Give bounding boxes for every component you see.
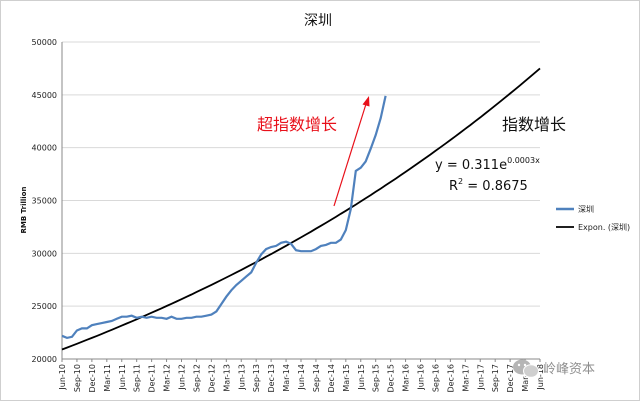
y-tick-label: 25000: [32, 302, 57, 311]
legend-label-trend: Expon. (深圳): [578, 222, 630, 232]
x-tick-label: Dec-10: [88, 364, 97, 393]
legend-label-data: 深圳: [578, 204, 594, 214]
x-tick-label: Dec-15: [387, 364, 396, 393]
r-squared: R2 = 0.8675: [449, 177, 528, 194]
x-tick-label: Dec-16: [446, 364, 455, 393]
trend-equation: y = 0.311e0.0003x: [435, 156, 540, 173]
x-tick-label: Sep-12: [192, 364, 201, 392]
x-tick-label: Mar-18: [521, 364, 530, 392]
x-tick-label: Sep-16: [431, 364, 440, 392]
x-tick-label: Jun-17: [476, 364, 485, 391]
x-tick-label: Jun-15: [357, 364, 366, 391]
x-tick-label: Sep-11: [133, 364, 142, 392]
y-tick-label: 45000: [32, 91, 57, 100]
y-axis-label: RMB Trillion: [20, 186, 28, 233]
x-axis-ticks: Jun-10 Sep-10 Dec-10 Mar-11 Jun-11 Sep-11 Dec-…: [58, 359, 545, 393]
legend: 深圳 Expon. (深圳): [556, 204, 630, 232]
x-tick-label: Jun-12: [178, 364, 187, 391]
x-tick-label: Dec-12: [207, 364, 216, 393]
x-tick-label: Mar-13: [222, 364, 231, 392]
equation-exponent: 0.0003x: [507, 156, 540, 165]
y-tick-label: 35000: [32, 197, 57, 206]
y-tick-label: 20000: [32, 355, 57, 364]
y-tick-label: 40000: [32, 144, 57, 153]
x-tick-label: Jun-10: [58, 364, 67, 391]
x-tick-label: Mar-14: [282, 364, 291, 392]
x-tick-label: Mar-17: [461, 364, 470, 392]
grid-lines: [62, 41, 540, 307]
trendline-series: [61, 67, 541, 351]
x-tick-label: Jun-13: [237, 364, 246, 391]
x-tick-label: Mar-11: [103, 364, 112, 392]
surge-label: 超指数增长: [257, 115, 337, 134]
surge-arrow: [333, 96, 370, 207]
x-tick-label: Mar-15: [342, 364, 351, 392]
x-tick-label: Jun-14: [297, 364, 306, 391]
x-tick-label: Mar-12: [163, 364, 172, 392]
x-tick-label: Dec-11: [148, 364, 157, 393]
r-squared-base: R: [449, 179, 458, 194]
x-tick-label: Sep-13: [252, 364, 261, 392]
wechat-icon: [513, 359, 539, 378]
r-squared-value: = 0.8675: [463, 179, 528, 194]
x-tick-label: Sep-14: [312, 364, 321, 392]
x-tick-label: Jun-11: [118, 364, 127, 391]
x-tick-label: Dec-13: [267, 364, 276, 393]
x-tick-label: Mar-16: [402, 364, 411, 392]
trend-label: 指数增长: [502, 115, 566, 134]
r-squared-sup: 2: [458, 177, 463, 186]
y-tick-label: 50000: [32, 38, 57, 47]
chart-title: 深圳: [304, 13, 332, 29]
x-tick-label: Dec-14: [327, 364, 336, 393]
equation-base: y = 0.311e: [435, 158, 507, 173]
x-tick-label: Sep-17: [491, 364, 500, 392]
x-tick-label: Jun-18: [536, 364, 545, 391]
watermark: 岭峰资本: [513, 359, 595, 378]
x-tick-label: Dec-17: [506, 364, 515, 393]
data-series-line: [61, 95, 387, 340]
x-tick-label: Sep-10: [73, 364, 82, 392]
x-tick-label: Sep-15: [372, 364, 381, 392]
y-tick-label: 30000: [32, 249, 57, 258]
y-axis-ticks: 20000 25000 30000 35000 40000 45000 50000: [32, 38, 57, 364]
watermark-text: 岭峰资本: [543, 362, 595, 377]
x-tick-label: Jun-16: [417, 364, 426, 391]
